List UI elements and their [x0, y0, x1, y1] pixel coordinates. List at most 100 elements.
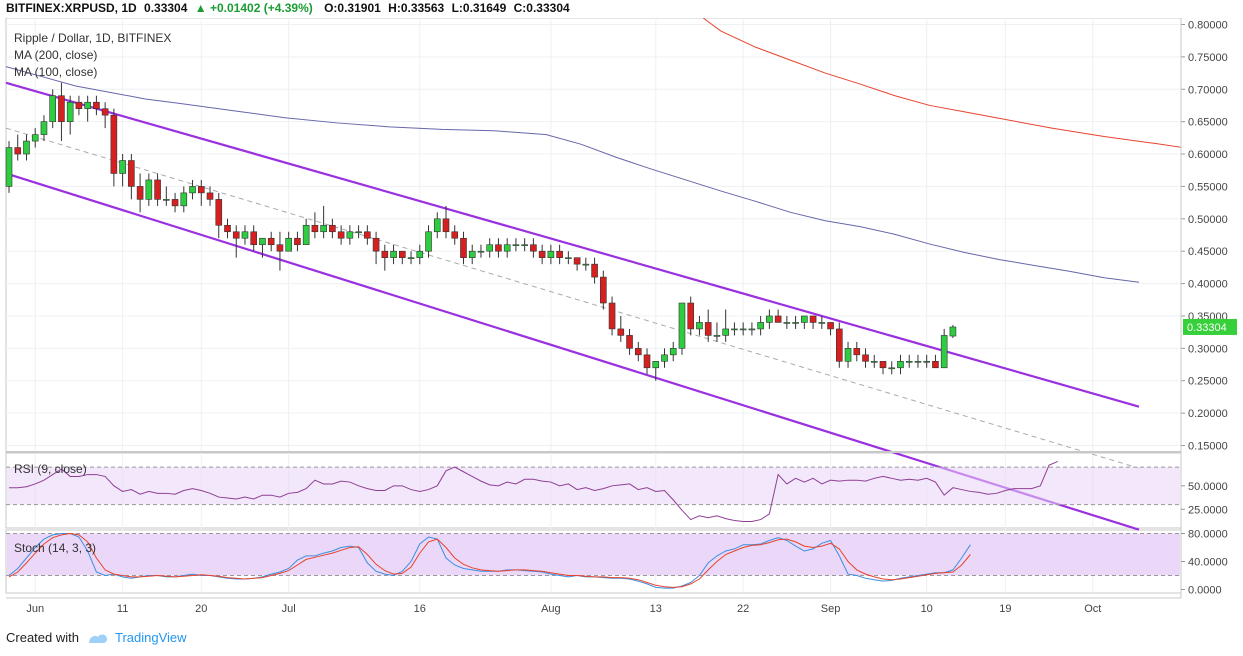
candle-body	[853, 348, 861, 356]
stoch-band	[7, 533, 1180, 576]
candle-body	[634, 348, 642, 356]
candle-body	[355, 231, 362, 234]
candle-body	[731, 328, 738, 331]
candle-body	[232, 231, 240, 239]
candle-body	[407, 257, 415, 259]
candle-body	[495, 244, 502, 252]
candle-body	[591, 263, 598, 278]
candle-body	[398, 250, 406, 258]
price-pane-bottom	[6, 451, 1181, 453]
candle-body	[337, 231, 345, 239]
candle-body	[582, 263, 590, 266]
candle-body	[477, 250, 485, 253]
time-axis-label: 20	[195, 603, 207, 615]
candle-body	[180, 192, 188, 207]
candle-body	[250, 231, 258, 246]
candle-body	[809, 315, 817, 323]
candle-body	[643, 354, 651, 369]
candle-body	[835, 328, 843, 362]
candle-body	[521, 244, 528, 247]
candle-body	[844, 348, 852, 362]
candle-body	[206, 192, 214, 200]
candle-body	[818, 322, 826, 324]
tradingview-link[interactable]: TradingView	[114, 630, 187, 645]
open-label: O:	[324, 1, 338, 15]
candle-body	[128, 160, 135, 187]
high-label: H:	[388, 1, 401, 15]
price-axis-label: 0.60000	[1188, 149, 1228, 161]
candle-body	[661, 354, 668, 362]
ma200-line	[702, 17, 1243, 157]
time-axis-label: Oct	[1084, 603, 1101, 615]
candle-body	[163, 199, 170, 201]
candle-body	[565, 257, 572, 259]
price-change-value: +0.01402 (+4.39%)	[209, 1, 313, 15]
candle-body	[215, 199, 223, 226]
candle-body	[774, 315, 782, 323]
price-axis-label: 0.50000	[1188, 214, 1228, 226]
candle-body	[547, 250, 555, 258]
candle-body	[119, 160, 126, 174]
rsi-title: RSI (9, close)	[14, 462, 87, 476]
candle-body	[940, 335, 948, 369]
candle-body	[302, 224, 310, 246]
candle-body	[5, 147, 13, 187]
candle-body	[949, 326, 957, 337]
candle-body	[442, 218, 450, 233]
candle-body	[704, 322, 712, 336]
candle-body	[870, 361, 878, 363]
candle-body	[503, 244, 511, 252]
candle-body	[154, 179, 161, 200]
ma200-legend: MA (200, close)	[14, 48, 98, 62]
candle-body	[320, 224, 327, 233]
stoch-d-line	[8, 532, 971, 588]
candle-body	[433, 218, 441, 233]
candle-body	[145, 179, 153, 200]
candle-body	[905, 361, 913, 363]
candle-body	[224, 224, 231, 233]
candle-body	[381, 250, 389, 258]
footer: Created with TradingView	[6, 630, 187, 645]
last-price-tag-label: 0.33304	[1187, 322, 1227, 334]
price-axis-label: 0.40000	[1188, 279, 1228, 291]
stoch-axis-label: 80.0000	[1188, 529, 1228, 541]
candle-body	[14, 147, 22, 155]
candle-body	[530, 244, 537, 252]
time-axis-label: Aug	[541, 603, 561, 615]
candle-body	[23, 140, 30, 155]
candle-body	[722, 328, 729, 336]
candle-body	[652, 361, 660, 369]
price-axis-label: 0.20000	[1188, 408, 1228, 420]
chart-title: Ripple / Dollar, 1D, BITFINEX	[14, 31, 172, 45]
stoch-axis-label: 40.0000	[1188, 557, 1228, 569]
candle-body	[512, 244, 520, 247]
last-price: 0.33304	[144, 1, 188, 15]
price-axis-label: 0.15000	[1188, 441, 1228, 453]
candle-body	[879, 361, 887, 369]
candle-body	[538, 250, 546, 258]
candle-body	[783, 322, 791, 324]
low-label: L:	[451, 1, 463, 15]
price-pane	[5, 17, 1182, 453]
candle-body	[468, 250, 476, 258]
candle-body	[486, 244, 494, 252]
rsi-band	[7, 467, 1180, 505]
candle-body	[372, 237, 380, 252]
candle-body	[669, 348, 677, 356]
candle-body	[416, 250, 424, 258]
candle-body	[932, 361, 939, 369]
candle-body	[801, 315, 808, 323]
candle-body	[748, 328, 756, 331]
stoch-axis-label: 0.0000	[1188, 585, 1222, 597]
candle-body	[425, 231, 432, 252]
candle-body	[713, 335, 721, 337]
candle-body	[267, 237, 275, 246]
price-axis-label: 0.55000	[1188, 181, 1228, 193]
candle-body	[136, 186, 144, 200]
price-axis-label: 0.65000	[1188, 117, 1228, 129]
candle-body	[241, 231, 249, 239]
candle-body	[197, 186, 205, 194]
symbol-name: BITFINEX:XRPUSD, 1D	[6, 1, 137, 15]
candle-body	[888, 367, 896, 370]
candle-body	[739, 328, 747, 331]
